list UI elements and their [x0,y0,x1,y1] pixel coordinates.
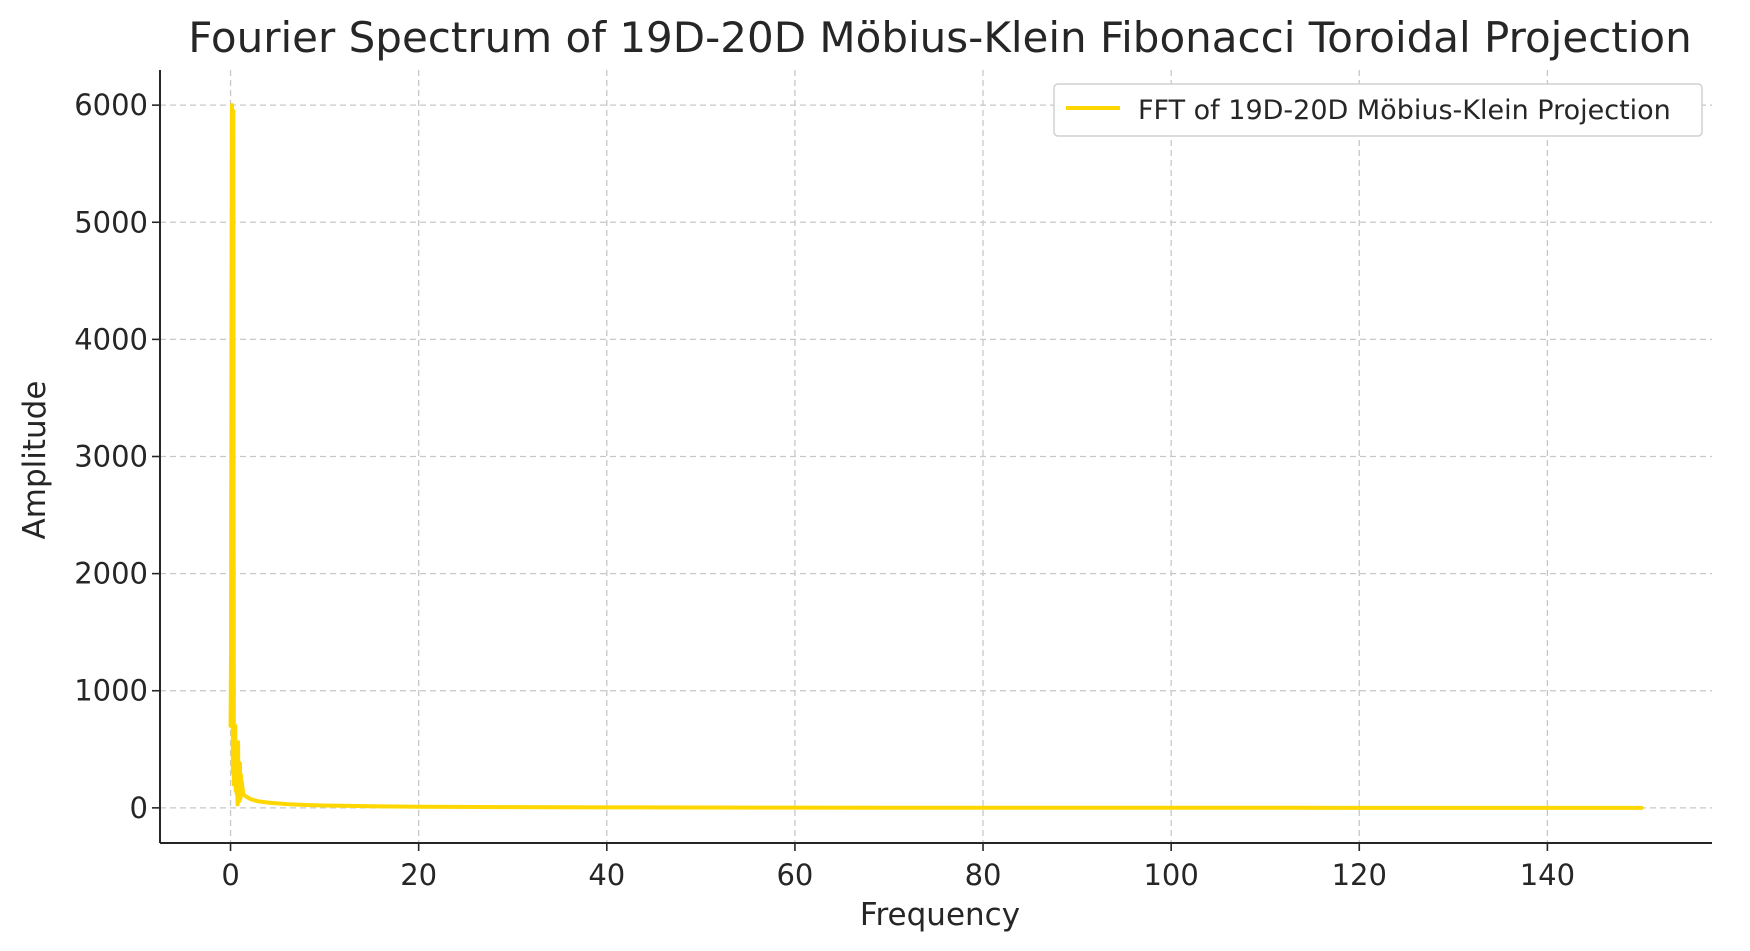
y-tick-label: 4000 [74,322,148,356]
x-tick-label: 80 [965,858,1002,892]
x-tick-label: 0 [221,858,239,892]
axes [152,70,1712,851]
y-tick-label: 2000 [74,557,148,591]
tick-labels: 0 20 40 60 80 100 120 140 0 1000 2000 3000 4000 5000 6… [74,88,1575,892]
y-tick-label: 3000 [74,440,148,474]
x-tick-label: 120 [1332,858,1387,892]
x-tick-label: 140 [1520,858,1575,892]
series-line [228,103,1644,810]
y-axis-label: Amplitude [17,381,53,540]
x-axis-label: Frequency [860,897,1020,933]
y-tick-label: 6000 [74,88,148,122]
series-layer [228,103,1644,810]
x-tick-label: 20 [400,858,437,892]
grid [160,70,1712,843]
legend: FFT of 19D-20D Möbius-Klein Projection [1053,83,1703,137]
y-tick-label: 5000 [74,205,148,239]
x-tick-label: 40 [588,858,625,892]
legend-box [1053,83,1703,137]
x-tick-label: 100 [1143,858,1198,892]
y-tick-label: 0 [130,791,148,825]
legend-entry-label: FFT of 19D-20D Möbius-Klein Projection [1138,95,1671,126]
y-tick-label: 1000 [74,674,148,708]
chart-title: Fourier Spectrum of 19D-20D Möbius-Klein… [188,13,1691,62]
x-tick-label: 60 [776,858,813,892]
